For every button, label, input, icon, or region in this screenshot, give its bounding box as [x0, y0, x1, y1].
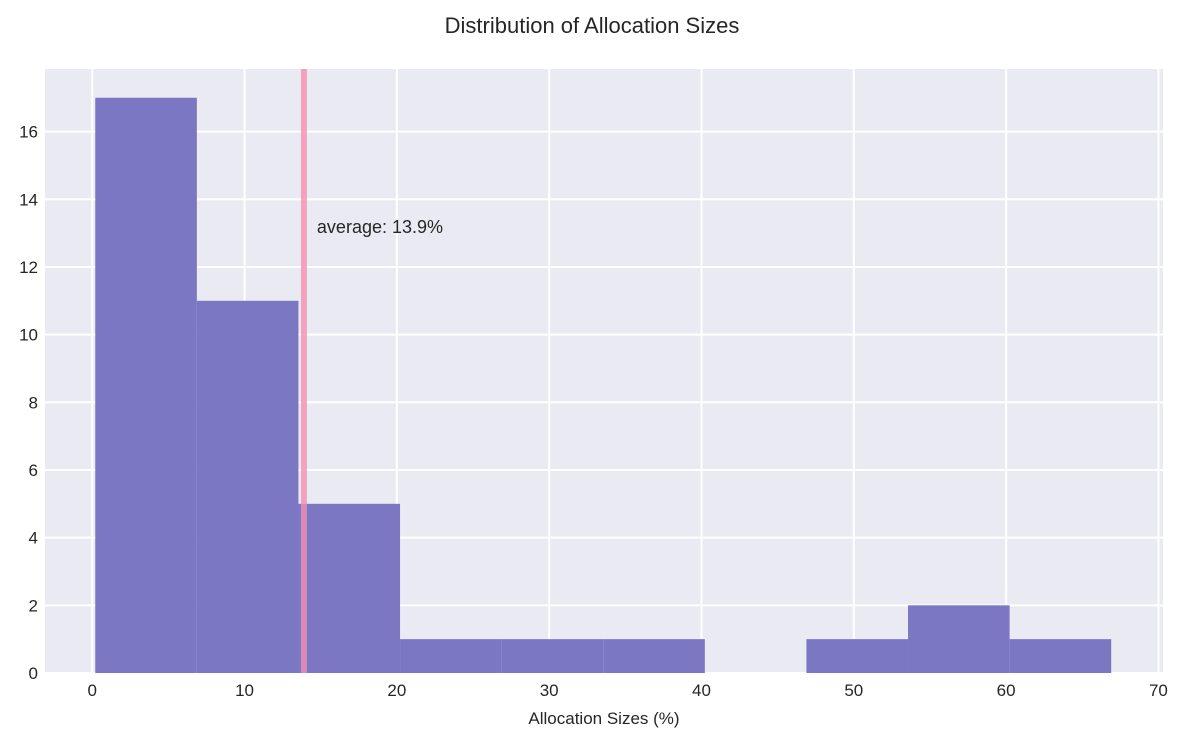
histogram-bar	[603, 639, 705, 673]
x-tick-label: 0	[87, 681, 96, 700]
x-tick-label: 60	[997, 681, 1016, 700]
x-axis-label: Allocation Sizes (%)	[528, 709, 679, 728]
mean-label: average: 13.9%	[317, 217, 443, 237]
histogram-bar	[400, 639, 502, 673]
histogram-bar	[95, 97, 197, 673]
x-tick-label: 70	[1149, 681, 1168, 700]
histogram-bar	[806, 639, 909, 673]
histogram-bar	[298, 503, 401, 673]
histogram-bar	[501, 639, 604, 673]
y-tick-label: 10	[19, 326, 38, 345]
histogram-bar	[196, 300, 299, 673]
histogram-bar	[1009, 639, 1112, 673]
x-tick-label: 20	[387, 681, 406, 700]
x-tick-label: 10	[235, 681, 254, 700]
x-tick-label: 30	[540, 681, 559, 700]
y-tick-label: 16	[19, 123, 38, 142]
y-tick-label: 6	[29, 461, 38, 480]
x-tick-label: 40	[692, 681, 711, 700]
y-tick-label: 4	[29, 529, 38, 548]
histogram-bar	[908, 605, 1010, 673]
y-tick-label: 0	[29, 664, 38, 683]
chart-title: Distribution of Allocation Sizes	[445, 13, 740, 38]
x-tick-label: 50	[844, 681, 863, 700]
y-tick-label: 2	[29, 596, 38, 615]
y-tick-label: 8	[29, 393, 38, 412]
y-tick-label: 14	[19, 190, 38, 209]
bars	[95, 97, 1112, 673]
x-axis-ticks: 0 10 20 30 40 50 60 70	[87, 681, 1167, 700]
y-axis-ticks: 0 2 4 6 8 10 12 14 16	[19, 123, 38, 683]
y-tick-label: 12	[19, 258, 38, 277]
